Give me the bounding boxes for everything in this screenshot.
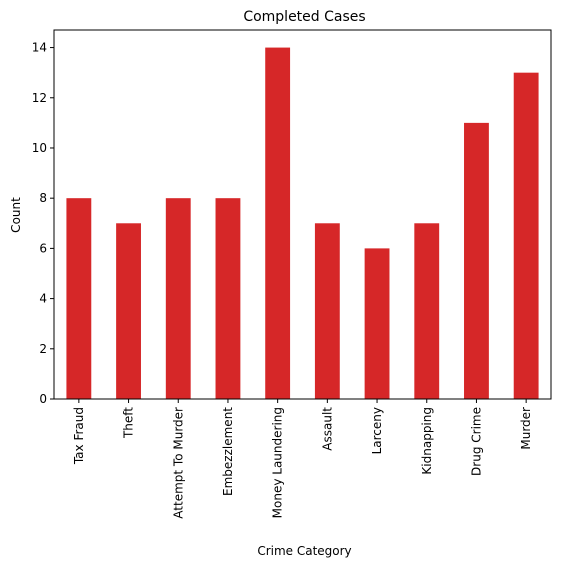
bars-group	[66, 47, 539, 400]
y-axis: 0 2 4 6 8 10 12 14	[32, 41, 54, 406]
bar-tax-fraud	[66, 198, 92, 399]
y-tick-label: 6	[39, 241, 47, 255]
bar-theft	[116, 223, 141, 399]
y-tick-label: 8	[39, 191, 47, 205]
y-axis-label: Count	[9, 197, 23, 233]
bar-embezzlement	[215, 198, 241, 399]
bar-drug-crime	[464, 122, 489, 399]
bar-attempt-to-murder	[165, 198, 191, 399]
x-tick-label: Embezzlement	[221, 407, 235, 496]
x-tick-label: Assault	[320, 407, 334, 451]
x-tick-label: Kidnapping	[420, 407, 434, 475]
y-tick-label: 10	[32, 141, 47, 155]
y-tick-label: 0	[39, 392, 47, 406]
y-tick-label: 4	[39, 292, 47, 306]
y-tick-label: 12	[32, 91, 47, 105]
x-axis-label: Crime Category	[257, 544, 351, 558]
x-tick-label: Attempt To Murder	[171, 407, 185, 519]
x-tick-label: Larceny	[370, 407, 384, 454]
y-tick-label: 14	[32, 41, 47, 55]
bar-larceny	[364, 248, 390, 399]
x-axis: Tax Fraud Theft Attempt To Murder Embezzlem…	[72, 399, 533, 519]
chart-title: Completed Cases	[243, 9, 365, 25]
x-tick-label: Murder	[519, 407, 533, 450]
bar-murder	[513, 72, 539, 400]
x-tick-label: Tax Fraud	[72, 407, 86, 465]
y-tick-label: 2	[39, 342, 47, 356]
bar-money-laundering	[265, 47, 291, 399]
bar-assault	[314, 223, 340, 399]
plot-frame	[53, 29, 552, 400]
bar-kidnapping	[414, 223, 440, 399]
x-tick-label: Theft	[122, 407, 136, 439]
x-tick-label: Money Laundering	[271, 407, 285, 518]
x-tick-label: Drug Crime	[469, 407, 483, 476]
